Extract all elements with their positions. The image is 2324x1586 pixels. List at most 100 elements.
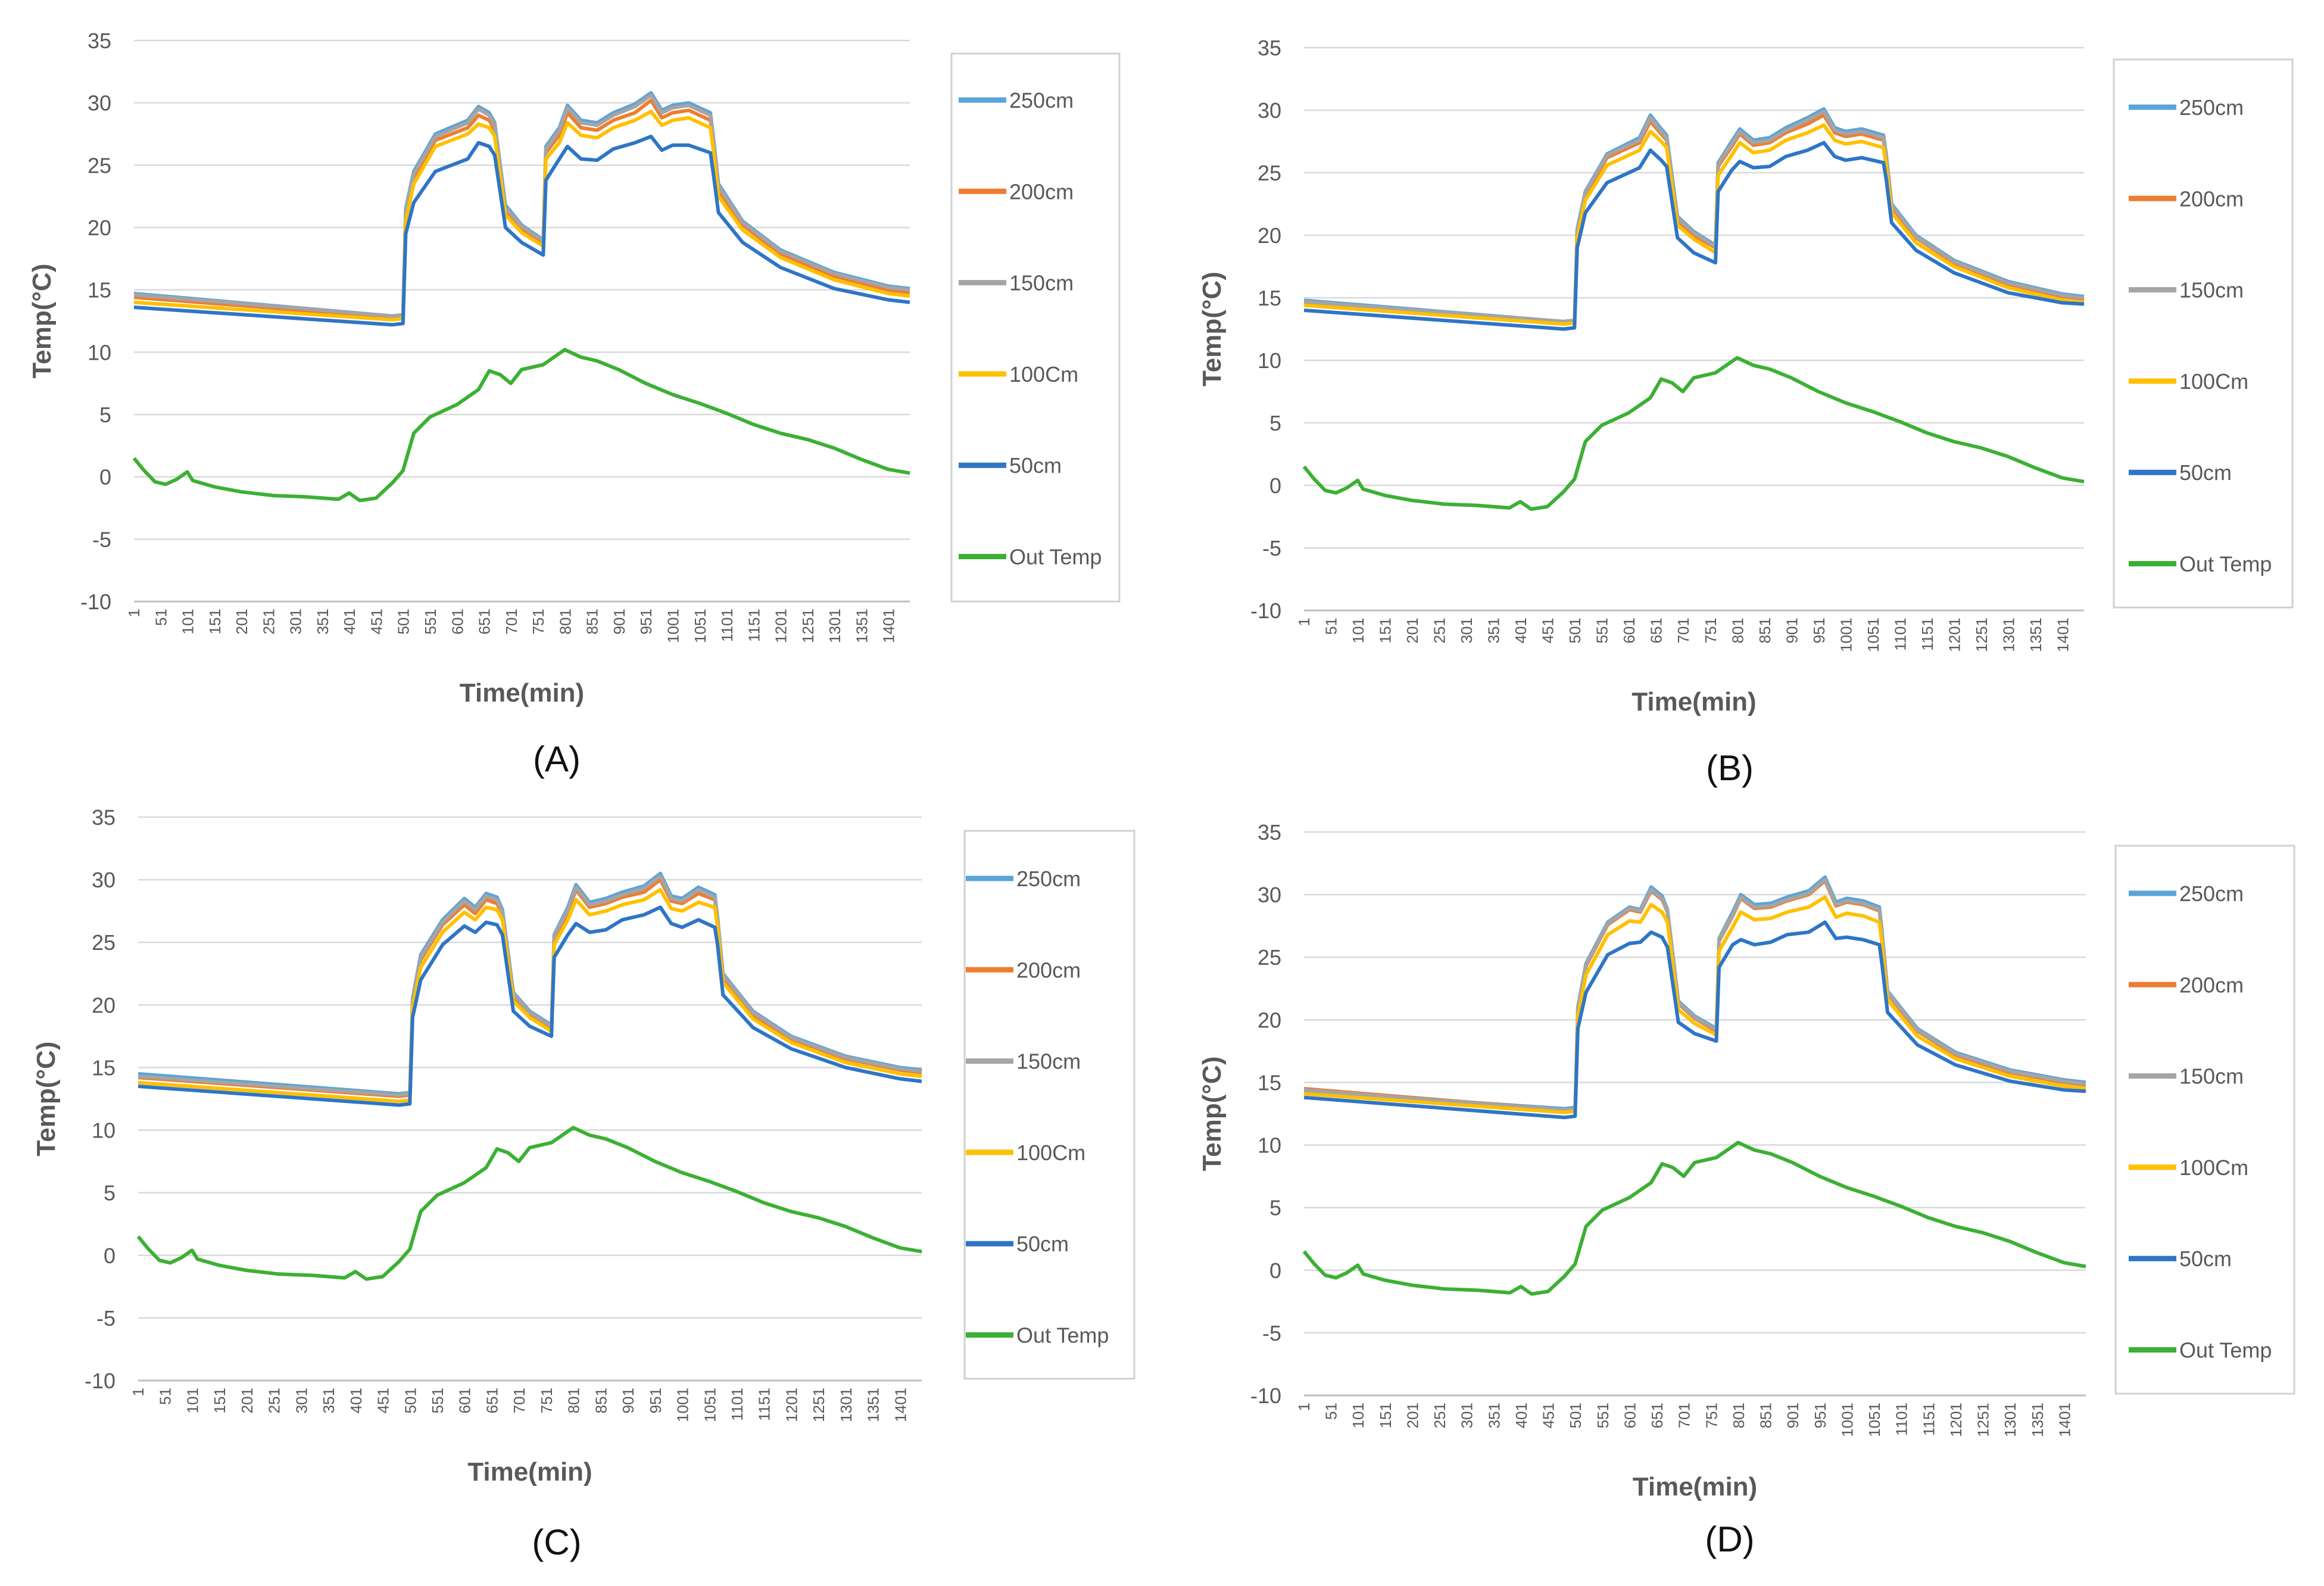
x-tick-label: 651 (1648, 1403, 1666, 1428)
x-tick-label: 351 (314, 609, 332, 634)
panel-label-b: (B) (1706, 748, 1754, 788)
legend-label-100cm: 100Cm (2179, 1155, 2248, 1180)
x-tick-label: 151 (211, 1388, 229, 1413)
x-tick-label: 701 (1676, 1403, 1693, 1428)
x-tick-label: 1401 (2054, 618, 2072, 652)
x-axis-title: Time(min) (460, 678, 584, 708)
legend-label-150cm: 150cm (1009, 271, 1074, 295)
y-tick-label: 30 (92, 868, 116, 892)
y-tick-label: 5 (1269, 1196, 1281, 1220)
x-tick-label: 901 (610, 609, 628, 634)
x-tick-label: 1401 (891, 1388, 909, 1422)
legend-label-150cm: 150cm (2179, 278, 2244, 303)
legend-label-200cm: 200cm (1009, 179, 1074, 204)
x-tick-label: 201 (233, 609, 251, 634)
y-tick-label: -10 (1250, 599, 1281, 623)
x-tick-label: 851 (1756, 618, 1774, 643)
x-tick-label: 501 (1566, 618, 1584, 643)
x-tick-label: 701 (503, 609, 520, 634)
x-tick-label: 951 (647, 1388, 665, 1413)
x-tick-label: 151 (1377, 618, 1395, 643)
x-tick-label: 301 (1458, 618, 1475, 643)
x-tick-label: 751 (1702, 618, 1720, 643)
x-tick-label: 401 (1512, 1403, 1530, 1428)
legend-label-200cm: 200cm (1016, 958, 1081, 982)
x-tick-label: 1051 (691, 609, 709, 643)
y-tick-label: 0 (104, 1244, 116, 1268)
x-axis-title: Time(min) (1632, 687, 1756, 716)
x-tick-label: 801 (1729, 618, 1746, 643)
y-tick-label: 20 (1258, 1008, 1281, 1032)
legend-label-50cm: 50cm (1009, 453, 1062, 478)
x-tick-label: 501 (401, 1388, 419, 1413)
x-tick-label: 51 (157, 1388, 174, 1405)
panel-label-d: (D) (1705, 1519, 1754, 1559)
x-tick-label: 301 (287, 609, 305, 634)
legend-label-out-temp: Out Temp (2179, 552, 2272, 577)
x-tick-label: 1401 (2055, 1403, 2073, 1437)
x-tick-label: 601 (1621, 1403, 1639, 1428)
x-tick-label: 1201 (782, 1388, 800, 1422)
x-tick-label: 801 (556, 609, 574, 634)
x-tick-label: 1 (1295, 1403, 1313, 1411)
x-tick-label: 551 (1594, 1403, 1612, 1428)
x-tick-label: 451 (367, 609, 385, 634)
x-tick-label: 1301 (1999, 618, 2017, 652)
x-tick-label: 251 (266, 1388, 283, 1413)
x-tick-label: 1101 (1891, 618, 1909, 651)
x-tick-label: 651 (1648, 618, 1665, 643)
x-tick-label: 1151 (1919, 618, 1936, 651)
x-tick-label: 101 (179, 609, 197, 634)
x-tick-label: 1251 (799, 609, 817, 643)
x-tick-label: 1051 (701, 1388, 719, 1422)
x-tick-label: 401 (1512, 618, 1530, 643)
legend-label-150cm: 150cm (1016, 1049, 1081, 1074)
x-tick-label: 251 (260, 609, 277, 634)
x-tick-label: 1251 (1973, 618, 1991, 652)
y-tick-label: -5 (92, 527, 111, 551)
legend-label-out-temp: Out Temp (2179, 1338, 2272, 1363)
y-tick-label: 0 (1269, 473, 1281, 498)
x-tick-label: 601 (448, 609, 466, 634)
x-tick-label: 1 (1295, 618, 1313, 626)
x-axis-title: Time(min) (467, 1457, 592, 1487)
legend-label-out-temp: Out Temp (1016, 1323, 1109, 1348)
x-tick-label: 401 (347, 1388, 365, 1413)
x-tick-label: 601 (456, 1388, 474, 1413)
x-tick-label: 151 (206, 609, 224, 634)
x-tick-label: 1351 (2029, 1403, 2047, 1437)
y-tick-label: 0 (99, 465, 111, 490)
legend-label-250cm: 250cm (1016, 867, 1081, 891)
x-tick-label: 351 (1485, 1403, 1503, 1428)
x-axis-title: Time(min) (1633, 1472, 1757, 1501)
y-tick-label: 25 (1258, 161, 1281, 185)
y-tick-label: 15 (1258, 286, 1281, 310)
x-tick-label: 101 (1349, 1403, 1367, 1428)
x-tick-label: 701 (510, 1388, 528, 1413)
x-tick-label: 1201 (1947, 1403, 1965, 1437)
x-tick-label: 51 (1322, 618, 1340, 635)
x-tick-label: 951 (637, 609, 655, 634)
x-tick-label: 451 (375, 1388, 392, 1413)
x-tick-label: 1151 (1920, 1403, 1938, 1436)
x-tick-label: 1101 (728, 1388, 746, 1421)
x-tick-label: 701 (1674, 618, 1692, 643)
y-tick-label: -10 (80, 590, 111, 614)
x-tick-label: 1001 (1838, 1403, 1856, 1437)
x-tick-label: 901 (1783, 618, 1801, 643)
y-tick-label: 5 (1269, 411, 1281, 435)
y-tick-label: 35 (1258, 820, 1281, 845)
y-tick-label: 30 (1258, 883, 1281, 907)
legend-label-out-temp: Out Temp (1009, 545, 1102, 569)
y-tick-label: 10 (1258, 1133, 1281, 1158)
legend-label-200cm: 200cm (2179, 186, 2244, 211)
x-tick-label: 201 (238, 1388, 256, 1413)
legend-label-100cm: 100Cm (1009, 362, 1078, 387)
x-tick-label: 1351 (865, 1388, 882, 1422)
x-tick-label: 351 (320, 1388, 338, 1413)
legend-box (2114, 60, 2292, 607)
x-tick-label: 651 (483, 1388, 501, 1413)
y-tick-label: 5 (104, 1181, 116, 1205)
y-tick-label: -5 (1262, 1321, 1281, 1345)
legend-label-100cm: 100Cm (2179, 369, 2248, 394)
